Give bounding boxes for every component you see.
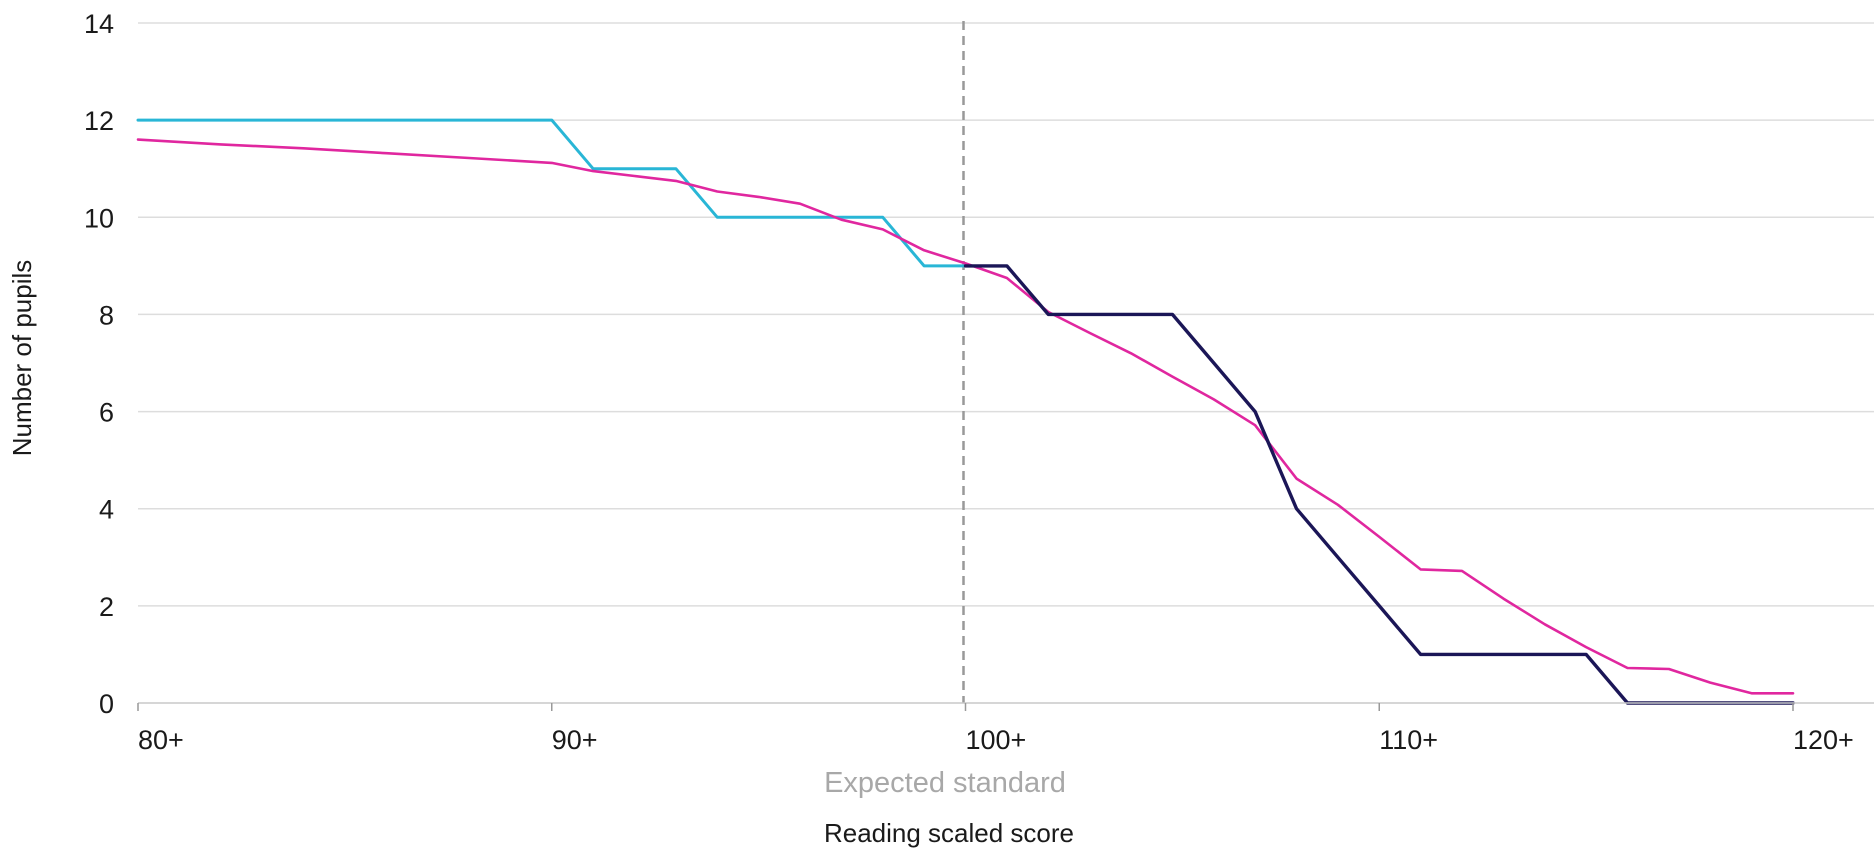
grid-lines <box>138 22 1874 607</box>
y-tick-label-4: 4 <box>99 495 114 525</box>
series-line-1 <box>136 118 967 268</box>
y-tick-label-10: 10 <box>84 203 114 233</box>
y-tick-label-8: 8 <box>99 300 114 330</box>
x-tick-label-110: 110+ <box>1379 725 1438 755</box>
y-axis-title: Number of pupils <box>7 260 37 457</box>
x-tick-label-120: 120+ <box>1793 725 1854 755</box>
x-tick-label-90: 90+ <box>552 725 598 755</box>
axes: 0 2 4 6 8 10 12 14 80+ 90+ 100+ 110+ 120+ <box>84 9 1874 755</box>
y-tick-label-2: 2 <box>99 592 114 622</box>
y-tick-label-12: 12 <box>84 106 114 136</box>
y-tick-label-6: 6 <box>99 398 114 428</box>
reference-line-label: Expected standard <box>824 767 1066 799</box>
y-tick-label-0: 0 <box>99 689 114 719</box>
x-tick-label-80: 80+ <box>138 725 184 755</box>
expected-standard-reference: Expected standard <box>824 21 1066 799</box>
y-tick-label-14: 14 <box>84 9 114 39</box>
x-axis-title: Reading scaled score <box>824 818 1074 848</box>
series-line-3 <box>136 138 1795 695</box>
x-tick-label-100: 100+ <box>966 725 1027 755</box>
